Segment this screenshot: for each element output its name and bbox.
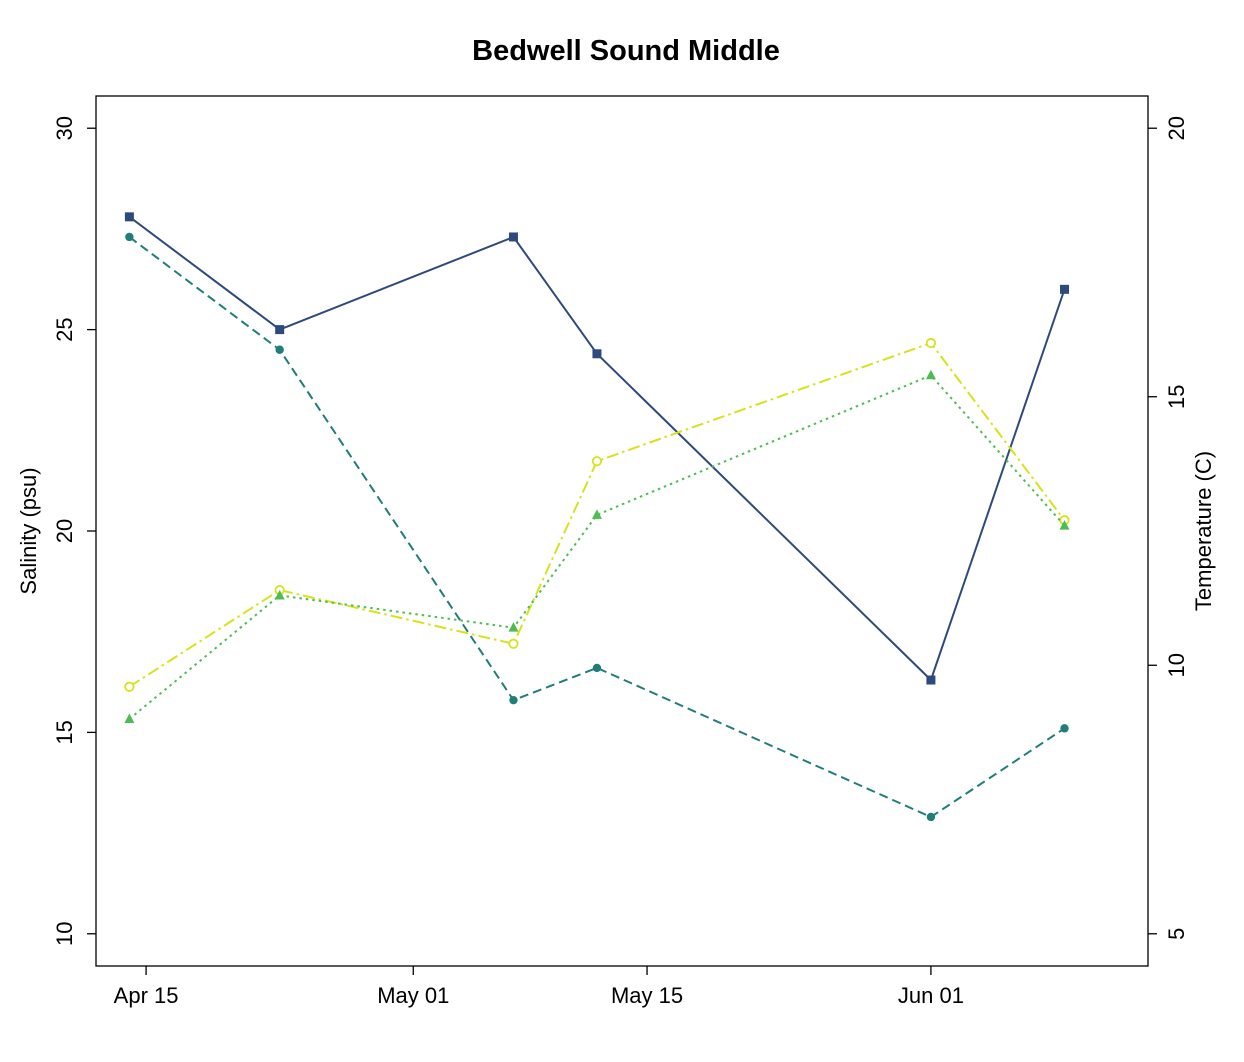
data-point-square — [508, 232, 518, 242]
data-point-open-circle — [124, 681, 135, 692]
series-1-line — [128, 216, 1066, 681]
y-tick-label-left: 30 — [52, 116, 77, 140]
x-tick-label: May 15 — [611, 983, 683, 1008]
data-point-square — [124, 212, 134, 222]
y-tick-label-left: 25 — [52, 317, 77, 341]
series-2-line — [128, 236, 1066, 818]
data-point-circle — [125, 232, 134, 242]
series-3-line — [128, 342, 1066, 688]
y-tick-label-left: 15 — [52, 720, 77, 744]
data-point-square — [592, 349, 602, 359]
data-point-open-circle — [925, 337, 937, 349]
axes-layer: Apr 15 May 01 May 15 Jun 01 10 15 20 25 30 5 10 15 2… — [52, 116, 1189, 1008]
data-point-triangle — [274, 589, 285, 600]
y-tick-label-right: 15 — [1164, 384, 1189, 408]
y-tick-label-left: 10 — [52, 922, 77, 946]
series-1 — [124, 212, 1070, 685]
data-point-square — [275, 325, 285, 335]
y-axis-label-right: Temperature (C) — [1191, 451, 1216, 611]
data-point-open-circle — [508, 638, 519, 649]
series-2 — [125, 232, 1069, 822]
data-point-circle — [592, 663, 602, 673]
data-point-circle — [926, 812, 936, 822]
series-4-line — [128, 374, 1066, 720]
series-4 — [124, 369, 1070, 723]
series-layer — [124, 212, 1070, 822]
y-tick-label-right: 5 — [1164, 928, 1189, 940]
plot-frame — [95, 95, 1149, 967]
data-point-triangle — [925, 369, 936, 380]
y-tick-label-left: 20 — [52, 519, 77, 543]
data-point-circle — [275, 345, 284, 354]
data-point-circle — [1060, 724, 1069, 733]
x-tick-label: Apr 15 — [114, 983, 179, 1008]
x-tick-label: Jun 01 — [898, 983, 964, 1008]
data-point-circle — [509, 695, 518, 705]
y-tick-label-right: 10 — [1164, 653, 1189, 677]
data-point-open-circle — [591, 456, 603, 467]
chart-title: Bedwell Sound Middle — [472, 35, 780, 67]
data-point-square — [1060, 284, 1070, 294]
data-point-triangle — [591, 509, 602, 519]
x-tick-label: May 01 — [377, 983, 449, 1008]
y-axis-label-left: Salinity (psu) — [16, 467, 41, 594]
data-point-triangle — [508, 622, 519, 632]
y-tick-label-right: 20 — [1164, 116, 1189, 140]
data-point-triangle — [124, 713, 135, 723]
data-point-square — [926, 675, 936, 685]
data-point-triangle — [1059, 520, 1070, 530]
